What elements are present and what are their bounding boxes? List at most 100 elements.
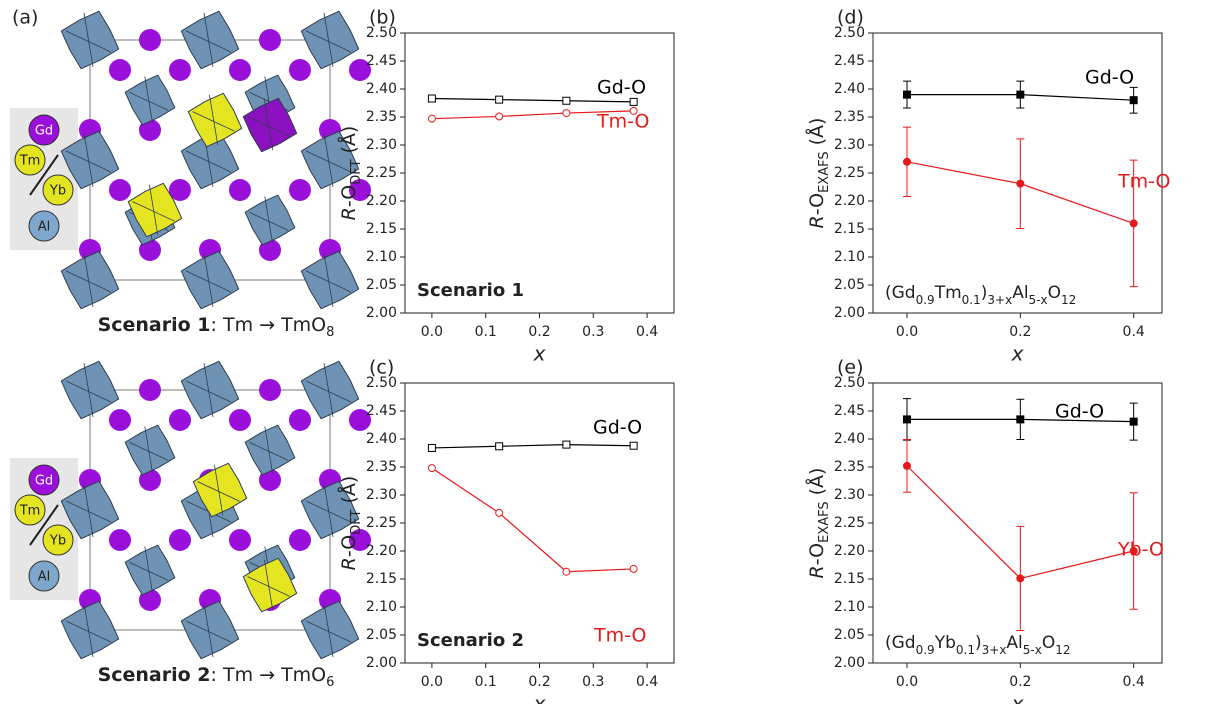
formula-sub: 0.1 <box>956 643 975 657</box>
legend-label: Tm <box>19 504 41 519</box>
legend-label: Gd <box>35 124 53 139</box>
series-label: Tm-O <box>1117 171 1170 193</box>
y-tick-label: 2.00 <box>366 655 397 671</box>
y-tick-label: 2.40 <box>834 431 865 447</box>
atom-gd <box>259 379 281 401</box>
atom-gd <box>349 529 371 551</box>
x-tick-label: 0.4 <box>636 324 658 340</box>
polyhedron-edge <box>203 362 214 418</box>
x-tick-label: 0.2 <box>1009 674 1031 690</box>
atom-gd <box>139 29 161 51</box>
y-tick-label: 2.50 <box>834 25 865 41</box>
marker <box>1016 415 1025 424</box>
y-axis-label: R-OEXAFS (Å) <box>805 468 833 579</box>
atom-gd <box>229 409 251 431</box>
y-tick-label: 2.00 <box>366 305 397 321</box>
formula: (Gd0.9Yb0.1)3+xAl5-xO12 <box>885 633 1071 657</box>
marker <box>1129 219 1138 228</box>
legend-marker <box>28 210 60 242</box>
polyhedron-edge <box>209 94 219 146</box>
y-tick-label: 2.20 <box>834 543 865 559</box>
y-label-sub: EXAFS <box>817 501 832 543</box>
legend-marker <box>42 524 74 556</box>
polyhedron <box>124 74 176 126</box>
y-tick-label: 2.40 <box>834 81 865 97</box>
atom-gd <box>139 469 161 491</box>
marker <box>1129 547 1138 555</box>
x-tick-label: 0.2 <box>528 324 550 340</box>
polyhedron <box>192 462 248 518</box>
atom-gd <box>139 239 161 261</box>
panel-label: (d) <box>837 7 864 29</box>
y-tick-label: 2.45 <box>834 53 865 69</box>
series-line <box>431 97 634 103</box>
atom-gd <box>259 29 281 51</box>
panel-label: (e) <box>837 357 864 379</box>
caption-text: : Tm → TmO <box>211 664 327 686</box>
legend-marker <box>28 464 60 496</box>
x-tick-label: 0.0 <box>421 674 443 690</box>
y-axis-label: R-ODFT (Å) <box>337 126 365 221</box>
legend-label: Gd <box>35 474 53 489</box>
y-tick-label: 2.15 <box>834 221 865 237</box>
y-label-italic: R <box>338 557 360 570</box>
formula-part: O <box>1048 283 1061 303</box>
polyhedron-edge <box>144 426 153 474</box>
polyhedron-edge <box>323 252 334 308</box>
panel-label: (c) <box>369 357 394 379</box>
polyhedron-edge <box>83 362 94 418</box>
atom-gd <box>169 59 191 81</box>
y-tick-label: 2.10 <box>834 599 865 615</box>
formula-sub: 0.9 <box>916 293 935 307</box>
polyhedron <box>124 424 176 476</box>
marker <box>629 97 638 106</box>
marker <box>629 564 638 573</box>
atom-gd <box>229 529 251 551</box>
x-axis-label: x <box>533 342 546 366</box>
y-tick-label: 2.25 <box>834 165 865 181</box>
polyhedron-edge <box>149 184 159 236</box>
polyhedron <box>127 182 183 238</box>
y-tick-label: 2.30 <box>366 487 397 503</box>
caption: Scenario 2: Tm → TmO6 <box>98 664 335 691</box>
y-label-italic: R <box>806 565 828 578</box>
x-tick-label: 0.0 <box>896 674 918 690</box>
polyhedron-edge <box>323 132 334 188</box>
polyhedron <box>244 424 296 476</box>
y-tick-label: 2.50 <box>834 375 865 391</box>
polyhedron-edge <box>264 426 273 474</box>
x-tick-label: 0.2 <box>1009 324 1031 340</box>
x-tick-label: 0.3 <box>582 324 604 340</box>
y-tick-label: 2.15 <box>366 571 397 587</box>
y-tick-label: 2.10 <box>834 249 865 265</box>
x-tick-label: 0.4 <box>1123 674 1145 690</box>
polyhedron-edge <box>323 12 334 68</box>
y-tick-label: 2.05 <box>366 627 397 643</box>
formula-sub: 0.1 <box>962 293 981 307</box>
polyhedron-edge <box>203 602 214 658</box>
polyhedron <box>300 600 360 660</box>
marker <box>1016 179 1025 188</box>
formula-part: O <box>1042 633 1055 653</box>
y-label-sub: DFT <box>349 510 364 535</box>
atom-gd <box>139 119 161 141</box>
polyhedron <box>60 10 120 70</box>
polyhedron <box>60 360 120 420</box>
caption-sub: 6 <box>326 675 334 690</box>
polyhedron-edge <box>144 546 153 594</box>
marker <box>903 461 911 470</box>
marker <box>1016 90 1025 99</box>
y-tick-label: 2.05 <box>834 277 865 293</box>
series-label: Tm-O <box>593 625 646 647</box>
legend-label: Tm <box>19 154 41 169</box>
legend-label: Al <box>38 570 51 585</box>
series-label: Gd-O <box>1085 67 1134 89</box>
series-label: Gd-O <box>593 417 642 439</box>
polyhedron-edge <box>214 464 224 516</box>
atom-gd <box>229 179 251 201</box>
x-axis-label: x <box>533 692 546 704</box>
legend-marker <box>42 174 74 206</box>
atom-gd <box>109 59 131 81</box>
series-label: Gd-O <box>1055 401 1104 423</box>
atom-gd <box>289 179 311 201</box>
